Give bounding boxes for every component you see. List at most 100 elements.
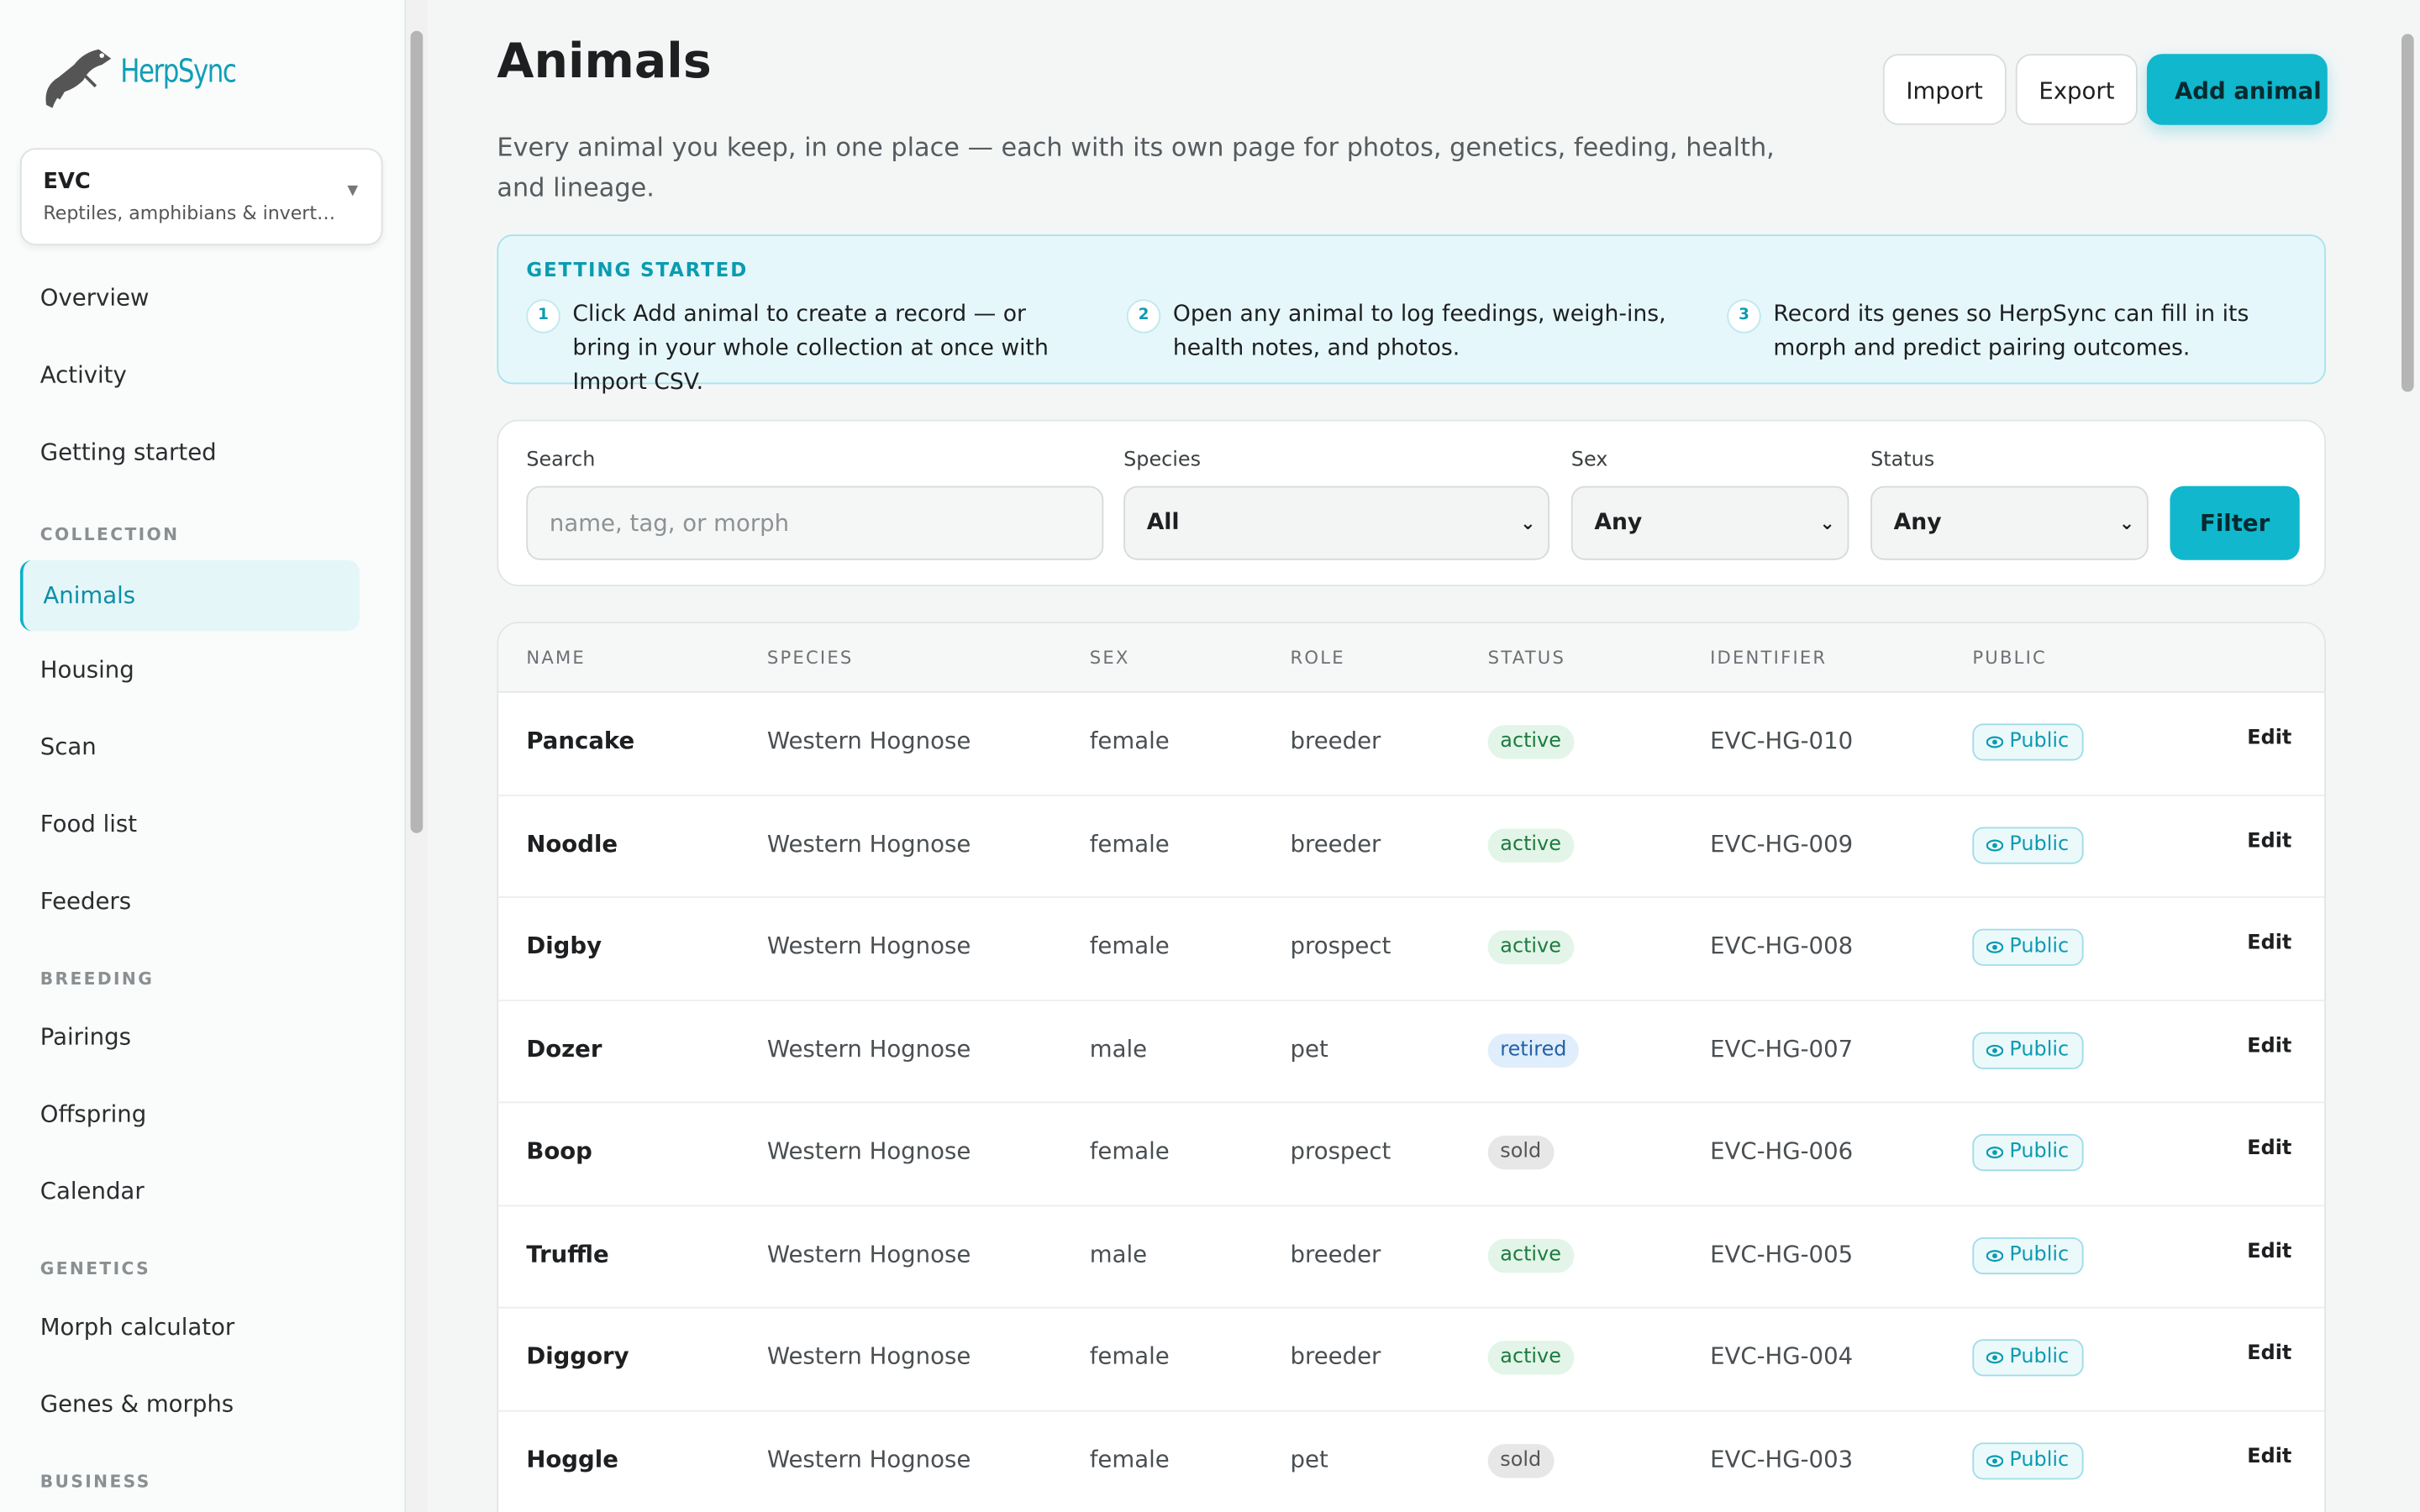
- animal-name[interactable]: Pancake: [526, 727, 635, 755]
- edit-link[interactable]: Edit: [2247, 1137, 2292, 1161]
- page-scrollbar[interactable]: [2395, 0, 2420, 1512]
- nav-item[interactable]: Offspring: [39, 1100, 147, 1128]
- filter-button[interactable]: Filter: [2170, 486, 2300, 560]
- step: 2 Open any animal to log feedings, weigh-…: [1126, 297, 1675, 365]
- workspace-switcher[interactable]: EVC Reptiles, amphibians & invert… ▼: [19, 148, 383, 246]
- nav-item[interactable]: Feeders: [39, 887, 132, 916]
- eye-icon: [1986, 1352, 2004, 1364]
- nav-item[interactable]: Morph calculator: [39, 1313, 235, 1341]
- public-label: Public: [2009, 935, 2070, 958]
- nav-item[interactable]: Animals: [19, 559, 360, 632]
- edit-link[interactable]: Edit: [2247, 829, 2292, 853]
- filter-select[interactable]: Any ⌄: [1570, 486, 1849, 560]
- public-label: Public: [2009, 1345, 2070, 1369]
- nav-item[interactable]: Scan: [39, 732, 97, 761]
- filter-label: Species: [1123, 449, 1202, 473]
- cell: female: [1089, 1445, 1170, 1473]
- status-badge: active: [1487, 1237, 1574, 1273]
- public-label: Public: [2009, 832, 2070, 856]
- cell: breeder: [1290, 1239, 1381, 1268]
- select-value: Any: [1594, 510, 1643, 536]
- status-badge: sold: [1487, 1135, 1554, 1170]
- eye-icon: [1986, 941, 2004, 953]
- table-row[interactable]: Dozer Western Hognose male pet EVC-HG-007 ret…: [498, 999, 2325, 1104]
- cell: pet: [1290, 1034, 1328, 1063]
- filter-bar: Filter Search name, tag, or morph Species A…: [497, 419, 2326, 586]
- nav-item[interactable]: Overview: [39, 283, 150, 312]
- edit-link[interactable]: Edit: [2247, 1034, 2292, 1058]
- nav-item[interactable]: Calendar: [39, 1177, 145, 1205]
- cell: female: [1089, 829, 1170, 858]
- table-row[interactable]: Noodle Western Hognose female breeder EVC-HG…: [498, 794, 2325, 898]
- table-row[interactable]: Hoggle Western Hognose female pet EVC-HG-003…: [498, 1410, 2324, 1512]
- table-row[interactable]: Digby Western Hognose female prospect EVC-HG…: [498, 896, 2325, 1001]
- animal-name[interactable]: Boop: [526, 1137, 592, 1165]
- public-label: Public: [2009, 729, 2070, 753]
- export-button[interactable]: Export: [2015, 54, 2139, 125]
- edit-link[interactable]: Edit: [2247, 932, 2292, 955]
- nav-item[interactable]: Genes & morphs: [39, 1389, 234, 1418]
- status-badge: active: [1487, 1341, 1574, 1375]
- animal-name[interactable]: Digby: [526, 932, 602, 960]
- public-label: Public: [2009, 1447, 2070, 1472]
- filter-select[interactable]: Any ⌄: [1870, 486, 2149, 560]
- filter-select[interactable]: All ⌄: [1123, 486, 1550, 560]
- cell: Western Hognose: [766, 1137, 971, 1165]
- cell: breeder: [1290, 727, 1381, 755]
- animal-name[interactable]: Dozer: [526, 1034, 602, 1063]
- workspace-name: EVC: [43, 170, 91, 195]
- filter-label: Search: [526, 449, 596, 473]
- public-label: Public: [2009, 1140, 2070, 1163]
- column-header: NAME: [526, 646, 586, 669]
- add-animal-button[interactable]: Add animal: [2146, 54, 2328, 125]
- animal-name[interactable]: Truffle: [526, 1239, 609, 1268]
- nav-item[interactable]: Getting started: [39, 438, 217, 466]
- cell: EVC-HG-010: [1710, 727, 1854, 755]
- edit-link[interactable]: Edit: [2247, 1445, 2292, 1468]
- column-header: STATUS: [1487, 646, 1566, 669]
- caret: ▼: [347, 183, 359, 199]
- animal-name[interactable]: Diggory: [526, 1341, 629, 1371]
- edit-link[interactable]: Edit: [2247, 1239, 2292, 1263]
- edit-link[interactable]: Edit: [2247, 727, 2292, 750]
- cell: breeder: [1290, 829, 1381, 858]
- scrollbar[interactable]: [406, 0, 428, 1512]
- nav-item[interactable]: Housing: [39, 655, 134, 684]
- column-header: PUBLIC: [1972, 646, 2048, 669]
- nav-item[interactable]: Activity: [39, 360, 127, 389]
- eye-icon: [1986, 1454, 2004, 1467]
- search-input[interactable]: name, tag, or morph: [526, 486, 1104, 560]
- animal-name[interactable]: Noodle: [526, 829, 618, 858]
- cell: EVC-HG-007: [1710, 1034, 1854, 1063]
- step: 1 Click Add animal to create a record — o…: [526, 297, 1074, 399]
- table-row[interactable]: Diggory Western Hognose female breeder EVC-H…: [498, 1307, 2325, 1411]
- getting-started-title: GETTING STARTED: [526, 257, 749, 281]
- step-number: 1: [526, 299, 560, 333]
- cell: EVC-HG-005: [1710, 1239, 1854, 1268]
- scroll-thumb[interactable]: [2401, 34, 2414, 392]
- public-badge: Public: [1972, 928, 2085, 966]
- cell: breeder: [1290, 1341, 1381, 1371]
- nav-section-title: COLLECTION: [39, 524, 180, 545]
- animals-table: NAME SPECIES SEX ROLE STATUS IDENTIFIER PUBLIC…: [497, 622, 2326, 1512]
- import-button[interactable]: Import: [1882, 54, 2007, 125]
- filter-label: Sex: [1570, 449, 1608, 473]
- table-row[interactable]: Boop Western Hognose female prospect EVC-HG-…: [498, 1101, 2325, 1206]
- public-badge: Public: [1972, 1236, 2085, 1274]
- edit-link[interactable]: Edit: [2247, 1341, 2292, 1366]
- column-header: ROLE: [1290, 646, 1345, 669]
- nav-item[interactable]: Food list: [39, 810, 138, 838]
- nav-item[interactable]: Pairings: [39, 1022, 131, 1051]
- cell: Western Hognose: [766, 1239, 971, 1268]
- eye-icon: [1986, 1249, 2004, 1262]
- placeholder: name, tag, or morph: [549, 509, 790, 538]
- cell: prospect: [1290, 932, 1392, 960]
- table-row[interactable]: Pancake Western Hognose female breeder EVC-H…: [498, 691, 2325, 795]
- animal-name[interactable]: Hoggle: [526, 1445, 618, 1473]
- eye-icon: [1986, 1043, 2004, 1056]
- scroll-thumb[interactable]: [410, 30, 424, 833]
- cell: EVC-HG-004: [1710, 1341, 1854, 1371]
- table-row[interactable]: Truffle Western Hognose male breeder EVC-HG-…: [498, 1205, 2325, 1309]
- step-text: Click Add animal to create a record — or…: [572, 302, 1049, 396]
